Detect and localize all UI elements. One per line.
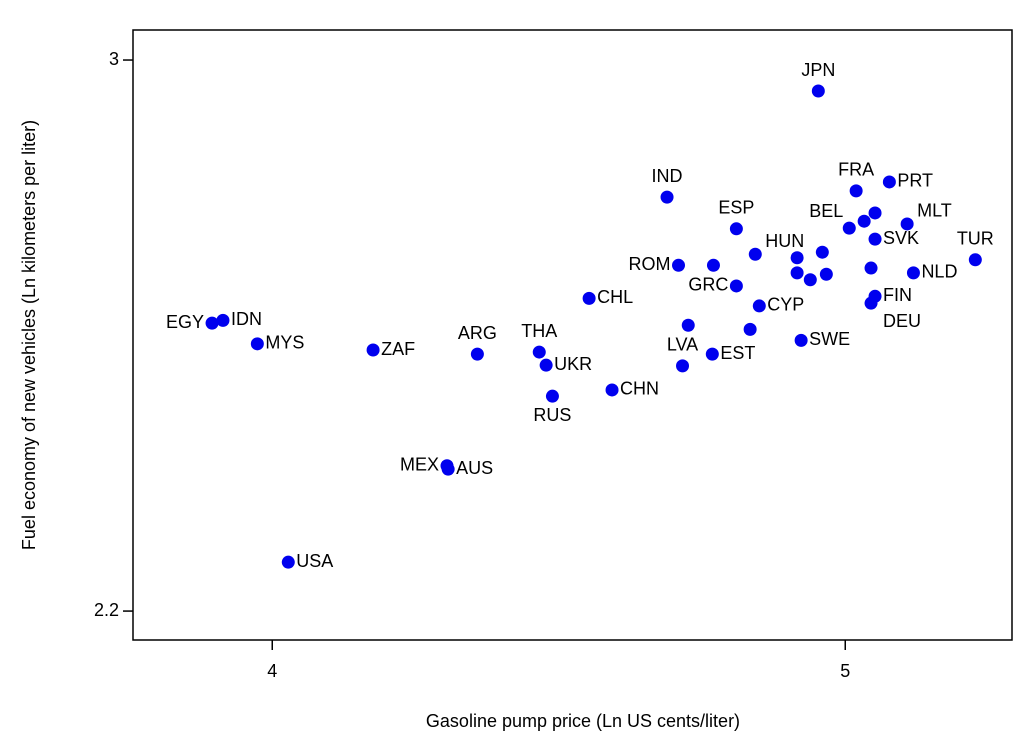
point-label: TUR	[957, 229, 994, 249]
point	[752, 299, 766, 313]
point	[729, 222, 743, 236]
point	[790, 266, 804, 280]
point-label: ROM	[629, 254, 671, 274]
point	[681, 318, 695, 332]
point-label: BEL	[809, 201, 843, 221]
point	[582, 291, 596, 305]
point	[676, 359, 690, 373]
point-label: HUN	[765, 231, 804, 251]
point	[900, 217, 914, 231]
point	[729, 279, 743, 293]
point	[216, 313, 230, 327]
point	[441, 462, 455, 476]
point	[605, 383, 619, 397]
point-label: SWE	[809, 329, 850, 349]
point	[545, 389, 559, 403]
y-axis-label: Fuel economy of new vehicles (Ln kilomet…	[19, 120, 39, 550]
x-tick-label: 5	[840, 661, 850, 681]
point	[366, 343, 380, 357]
point-label: IDN	[231, 309, 262, 329]
point-label: NLD	[921, 262, 957, 282]
point	[748, 247, 762, 261]
point	[857, 214, 871, 228]
point-label: UKR	[554, 354, 592, 374]
point	[815, 245, 829, 259]
point-label: MYS	[265, 333, 304, 353]
point-label: THA	[521, 321, 557, 341]
point	[790, 251, 804, 265]
point	[868, 232, 882, 246]
point-label: FIN	[883, 285, 912, 305]
point-label: DEU	[883, 311, 921, 331]
point-label: FRA	[838, 160, 874, 180]
point-label: LVA	[667, 335, 698, 355]
point-label: CHL	[597, 287, 633, 307]
point-label: ZAF	[381, 339, 415, 359]
point	[539, 358, 553, 372]
point-label: CYP	[767, 295, 804, 315]
point-label: PRT	[897, 171, 933, 191]
point	[968, 253, 982, 267]
point	[811, 84, 825, 98]
point-label: USA	[296, 551, 333, 571]
plot-frame	[132, 29, 1013, 641]
point	[205, 316, 219, 330]
point-label: MEX	[400, 454, 439, 474]
y-tick-label: 3	[109, 49, 119, 69]
point	[868, 206, 882, 220]
point-label: CHN	[620, 379, 659, 399]
point	[842, 221, 856, 235]
point	[882, 175, 896, 189]
point-label: GRC	[688, 275, 728, 295]
point	[532, 345, 546, 359]
point-label: EGY	[166, 312, 204, 332]
x-axis-label: Gasoline pump price (Ln US cents/liter)	[426, 711, 740, 731]
point-label: AUS	[456, 458, 493, 478]
point-label: MLT	[917, 201, 952, 221]
y-tick-label: 2.2	[94, 600, 119, 620]
point	[819, 267, 833, 281]
point	[706, 258, 720, 272]
point-label: SVK	[883, 228, 919, 248]
point	[906, 266, 920, 280]
point-label: EST	[720, 343, 755, 363]
point	[672, 258, 686, 272]
point-label: IND	[652, 166, 683, 186]
point	[794, 333, 808, 347]
point	[743, 322, 757, 336]
point-label: JPN	[801, 60, 835, 80]
point-label: ESP	[718, 198, 754, 218]
point	[864, 296, 878, 310]
point	[470, 347, 484, 361]
point	[849, 184, 863, 198]
point	[864, 261, 878, 275]
point-label: ARG	[458, 323, 497, 343]
point	[803, 273, 817, 287]
point-label: RUS	[533, 405, 571, 425]
point	[281, 555, 295, 569]
point	[705, 347, 719, 361]
point	[250, 337, 264, 351]
x-tick-label: 4	[267, 661, 277, 681]
point	[660, 190, 674, 204]
